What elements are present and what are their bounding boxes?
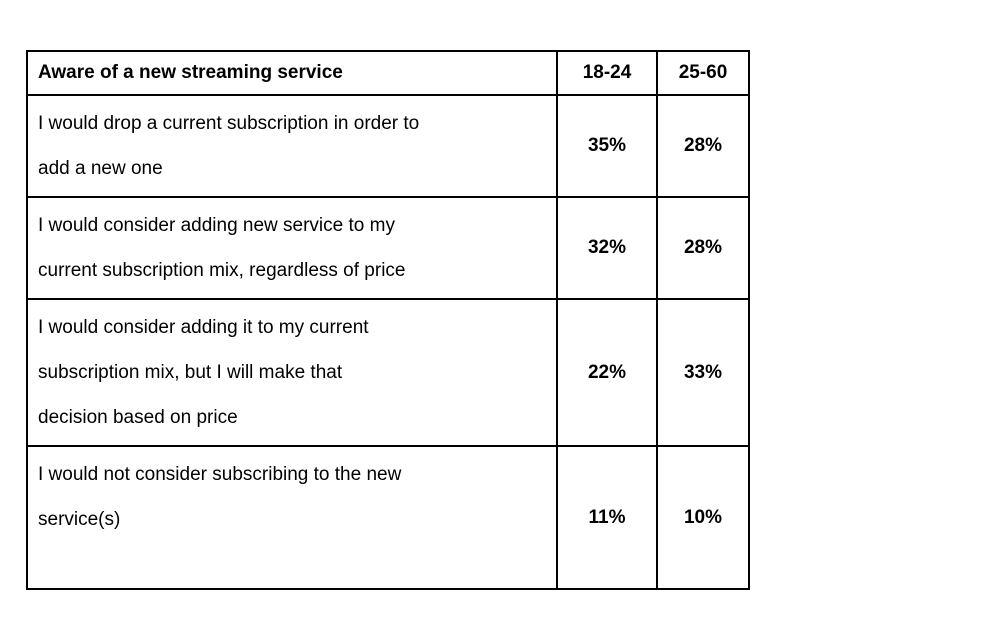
value-18-24: 32%: [556, 196, 658, 300]
header-question: Aware of a new streaming service: [26, 50, 558, 96]
table-row-would-not-subscribe: I would not consider subscribing to the …: [26, 445, 750, 590]
table-body: I would drop a current subscription in o…: [26, 94, 750, 590]
row-label: I would not consider subscribing to the …: [26, 445, 558, 590]
header-row: Aware of a new streaming service 18-24 2…: [26, 50, 750, 96]
value-18-24: 22%: [556, 298, 658, 447]
value-25-60: 33%: [656, 298, 750, 447]
value-25-60: 10%: [656, 445, 750, 590]
row-label: I would consider adding it to my current…: [26, 298, 558, 447]
value-25-60: 28%: [656, 196, 750, 300]
row-label: I would consider adding new service to m…: [26, 196, 558, 300]
table-header: Aware of a new streaming service 18-24 2…: [26, 50, 750, 96]
table-row-drop-subscription: I would drop a current subscription in o…: [26, 94, 750, 198]
value-18-24: 11%: [556, 445, 658, 590]
value-25-60: 28%: [656, 94, 750, 198]
header-age-18-24: 18-24: [556, 50, 658, 96]
streaming-awareness-table: Aware of a new streaming service 18-24 2…: [26, 50, 750, 590]
row-label: I would drop a current subscription in o…: [26, 94, 558, 198]
value-18-24: 35%: [556, 94, 658, 198]
table-row-add-regardless-of-price: I would consider adding new service to m…: [26, 196, 750, 300]
table-row-add-based-on-price: I would consider adding it to my current…: [26, 298, 750, 447]
header-age-25-60: 25-60: [656, 50, 750, 96]
